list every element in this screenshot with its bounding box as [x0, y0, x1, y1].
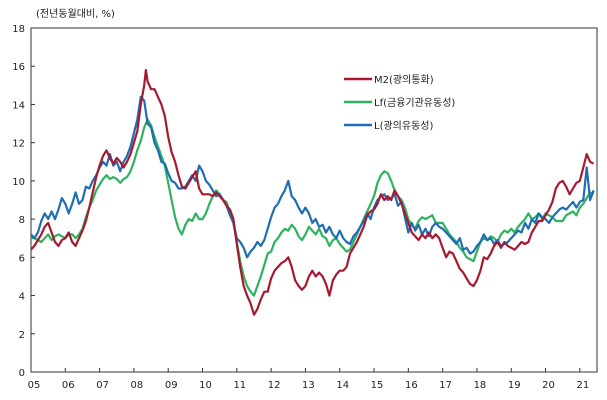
unit-label: (전년동월대비, %) — [36, 8, 115, 20]
x-tick-label: 08 — [131, 380, 144, 391]
y-tick-label: 6 — [19, 253, 25, 264]
y-axis: 0 2 4 6 8 10 12 14 16 18 — [12, 24, 35, 379]
x-tick-label: 06 — [62, 380, 75, 391]
y-tick-label: 14 — [12, 100, 25, 111]
series-group — [30, 68, 595, 316]
y-tick-label: 16 — [12, 62, 25, 73]
legend-label-1: M2(광의통화) — [374, 74, 434, 86]
x-axis: 05 06 07 08 09 10 11 12 13 14 15 16 17 18 19 20 21 — [28, 368, 589, 391]
y-tick-label: 2 — [19, 330, 25, 341]
x-tick-label: 21 — [576, 380, 589, 391]
legend-label-2: Lf(금융기관유동성) — [374, 97, 455, 109]
y-tick-label: 8 — [19, 215, 25, 226]
x-tick-label: 14 — [336, 380, 349, 391]
x-tick-label: 11 — [233, 380, 246, 391]
x-tick-label: 05 — [28, 380, 41, 391]
y-tick-label: 0 — [19, 368, 25, 379]
series-line-2 — [31, 118, 595, 297]
legend: M2(광의통화) Lf(금융기관유동성) L(광의유동성) — [344, 74, 455, 132]
y-tick-label: 12 — [12, 139, 25, 150]
x-tick-label: 19 — [508, 380, 521, 391]
plot-frame — [30, 27, 598, 373]
x-tick-label: 10 — [199, 380, 212, 391]
x-tick-label: 17 — [439, 380, 452, 391]
x-tick-label: 07 — [96, 380, 109, 391]
x-tick-label: 13 — [302, 380, 315, 391]
x-tick-label: 18 — [474, 380, 487, 391]
y-tick-label: 10 — [12, 177, 25, 188]
x-tick-label: 09 — [165, 380, 178, 391]
y-tick-label: 18 — [12, 24, 25, 35]
x-tick-label: 16 — [405, 380, 418, 391]
y-tick-label: 4 — [19, 292, 25, 303]
x-tick-label: 15 — [371, 380, 384, 391]
series-line-1 — [30, 68, 595, 316]
x-tick-label: 20 — [542, 380, 555, 391]
x-tick-label: 12 — [268, 380, 281, 391]
legend-label-3: L(광의유동성) — [374, 120, 433, 132]
